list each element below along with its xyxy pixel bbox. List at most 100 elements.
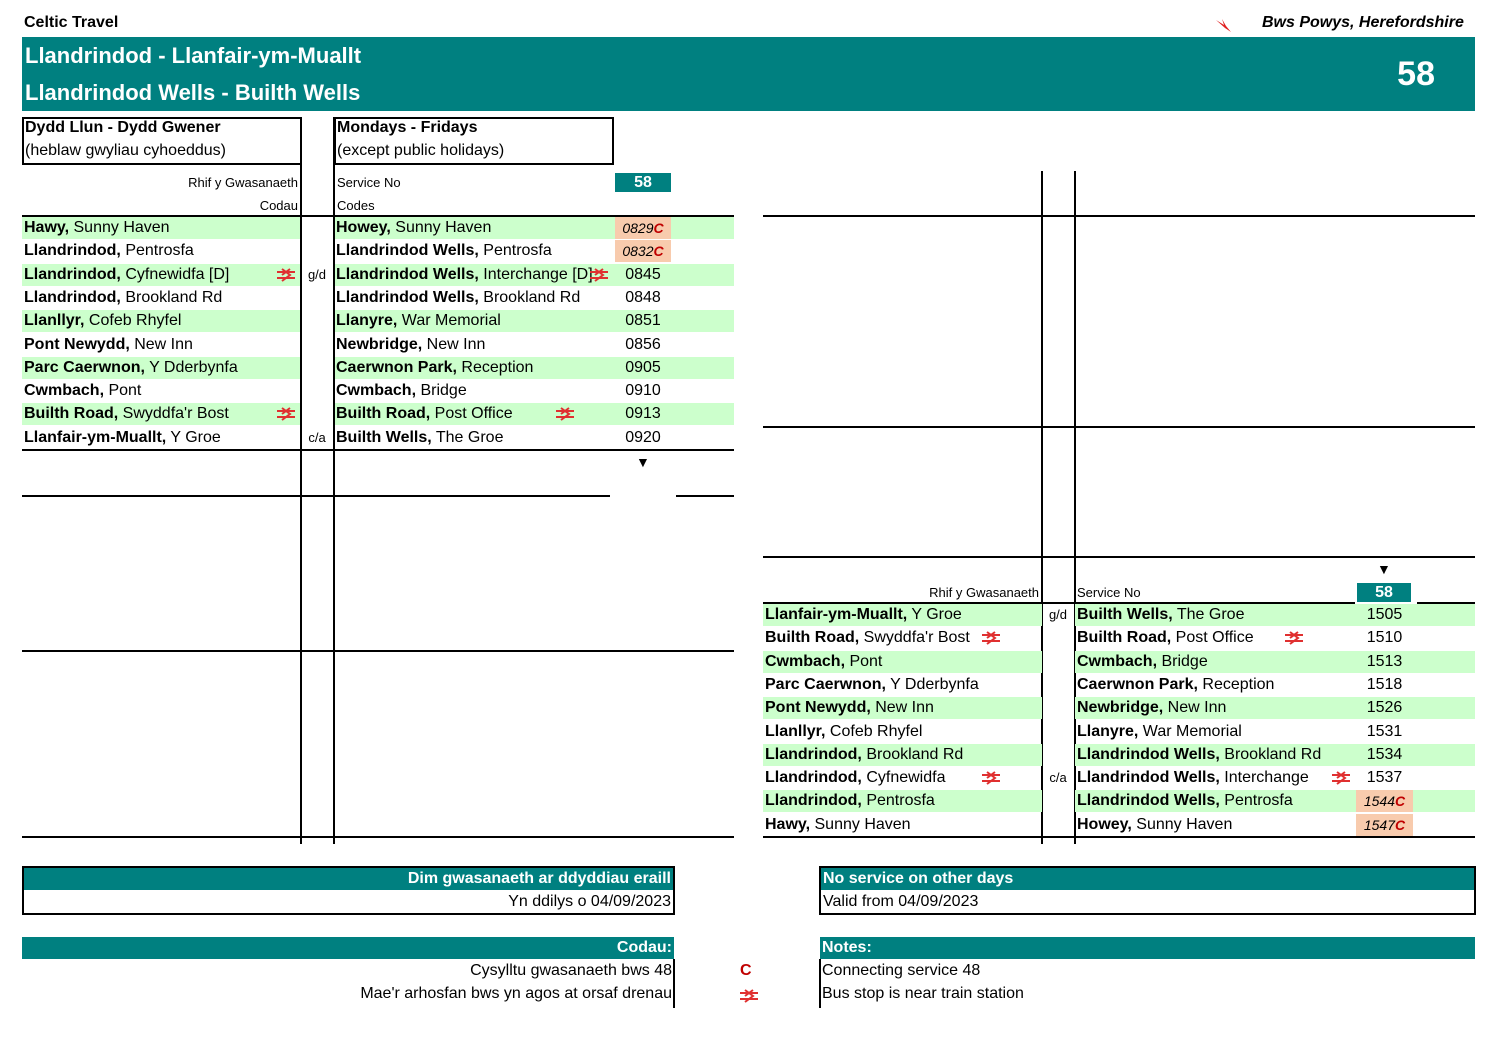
footer-divider-english: [819, 959, 821, 1008]
stop-welsh-place: Sunny Haven: [69, 219, 170, 236]
stop-english-town: Caerwnon Park,: [336, 358, 457, 376]
stop-welsh: Parc Caerwnon, Y Dderbynfa: [24, 357, 299, 379]
stop-welsh-place: Brookland Rd: [120, 288, 223, 306]
right-rule-1: [763, 215, 1475, 217]
row-shade-welsh: [22, 310, 301, 333]
stop-welsh: Builth Road, Swyddfa'r Bost: [765, 627, 1040, 649]
region-name: Bws Powys, Herefordshire: [1262, 14, 1464, 31]
stop-code: c/a: [308, 429, 326, 445]
departure-time: 1526: [1366, 699, 1403, 717]
left-rule-2: [22, 650, 734, 652]
outbound-top-rule: [22, 215, 734, 217]
stop-english-place: Pentrosfa: [1219, 792, 1293, 810]
stop-english: Howey, Sunny Haven: [1077, 814, 1473, 836]
inbound-top-rule-b: [1417, 602, 1475, 604]
stop-welsh: Pont Newydd, New Inn: [765, 697, 1040, 719]
row-shade-english: [1075, 604, 1475, 626]
stop-welsh-town: Llandrindod,: [24, 265, 121, 283]
title-banner: Llandrindod - Llanfair-ym-Muallt Llandri…: [22, 37, 1475, 111]
stop-welsh: Llanfair-ym-Muallt, Y Groe: [24, 427, 299, 449]
stop-welsh: Llandrindod, Brookland Rd: [765, 744, 1040, 766]
stop-code: g/d: [307, 266, 327, 282]
title-english: Llandrindod Wells - Builth Wells: [25, 80, 361, 105]
stop-welsh-place: Cofeb Rhyfel: [84, 312, 182, 330]
stop-welsh-town: Builth Road,: [765, 629, 860, 647]
stop-english: Llandrindod Wells, Interchange: [1077, 767, 1473, 789]
stop-english: Caerwnon Park, Reception: [1077, 674, 1473, 696]
stop-welsh: Builth Road, Swyddfa'r Bost: [24, 403, 299, 425]
stop-english-place: Brookland Rd: [1219, 745, 1322, 763]
row-shade-welsh: [22, 217, 301, 239]
stop-english-place: Reception: [456, 358, 534, 376]
inbound-service-no-label-welsh: Rhif y Gwasanaeth: [929, 585, 1039, 600]
left-divider-a: [300, 117, 302, 844]
departure-time-value: 0829: [622, 220, 654, 236]
stop-welsh-town: Llandrindod,: [765, 792, 862, 810]
code-rail-english: Bus stop is near train station: [822, 985, 1024, 1002]
stop-welsh-town: Cwmbach,: [765, 652, 846, 670]
stop-english-place: Bridge: [1157, 652, 1208, 670]
stop-english-town: Llandrindod Wells,: [336, 242, 479, 260]
departure-time: 1513: [1366, 652, 1403, 670]
stop-english-place: Sunny Haven: [1131, 815, 1233, 833]
stop-welsh-town: Hawy,: [765, 815, 811, 833]
stop-welsh-place: Y Dderbynfa: [144, 358, 238, 376]
stop-welsh-town: Llanfair-ym-Muallt,: [24, 428, 167, 446]
stop-welsh-town: Llanllyr,: [765, 722, 826, 740]
left-rule-1b: [676, 495, 734, 497]
stop-english-place: New Inn: [1163, 699, 1227, 717]
stop-english: Builth Wells, The Groe: [1077, 604, 1473, 626]
validity-box-english: No service on other days Valid from 04/0…: [819, 866, 1476, 915]
national-rail-icon: [740, 989, 758, 1003]
stop-english: Llandrindod Wells, Brookland Rd: [1077, 744, 1473, 766]
stop-welsh-town: Pont Newydd,: [765, 699, 871, 717]
right-divider-b: [1074, 171, 1076, 844]
departure-time: 0913: [625, 405, 661, 423]
stop-welsh: Cwmbach, Pont: [765, 651, 1040, 673]
departure-time: 1518: [1366, 675, 1403, 693]
service-no-label-english: Service No: [337, 175, 401, 190]
departure-time: 0848: [625, 288, 661, 306]
row-shade-english: [1075, 743, 1475, 766]
inbound-service-no-label-english: Service No: [1077, 585, 1141, 600]
stop-english-town: Caerwnon Park,: [1077, 675, 1198, 693]
stop-english: Newbridge, New Inn: [336, 334, 732, 356]
stop-welsh: Llanllyr, Cofeb Rhyfel: [765, 721, 1040, 743]
departure-time: 0845: [625, 265, 661, 283]
stop-welsh-place: Y Groe: [166, 428, 221, 446]
stop-english-place: Post Office: [1171, 629, 1254, 647]
days-box-welsh: Dydd Llun - Dydd Gwener (heblaw gwyliau …: [22, 117, 302, 165]
stop-english: Caerwnon Park, Reception: [336, 357, 732, 379]
right-divider-a: [1041, 171, 1043, 844]
departure-time: 0910: [625, 382, 661, 400]
stop-english-town: Newbridge,: [336, 335, 423, 353]
inbound-arrow: ▼: [1377, 561, 1391, 577]
national-rail-icon: [277, 267, 295, 282]
stop-welsh-town: Parc Caerwnon,: [24, 358, 145, 376]
stop-english-place: Post Office: [430, 405, 513, 423]
stop-english: Llanyre, War Memorial: [1077, 721, 1473, 743]
inbound-service-number-header: 58: [1357, 583, 1411, 602]
stop-english-town: Builth Road,: [1077, 629, 1172, 647]
left-divider-b: [333, 117, 335, 844]
departure-time: 1531: [1366, 722, 1403, 740]
left-rule-3: [22, 836, 734, 838]
stop-english-place: Bridge: [416, 382, 467, 400]
operator-name: Celtic Travel: [24, 14, 119, 31]
stop-english-place: War Memorial: [1138, 722, 1242, 740]
right-rule-2: [763, 426, 1475, 428]
left-rule-1: [22, 495, 610, 497]
stop-welsh-town: Llanfair-ym-Muallt,: [765, 606, 908, 623]
stop-welsh-place: Brookland Rd: [861, 745, 964, 763]
stop-english: Howey, Sunny Haven: [336, 217, 732, 239]
stop-welsh-place: Cyfnewidfa [D]: [120, 265, 230, 283]
red-kite-logo: [1216, 19, 1231, 32]
stop-english-place: Reception: [1197, 675, 1275, 693]
row-shade-english: [334, 310, 734, 333]
stop-english-town: Llanyre,: [1077, 722, 1139, 740]
stop-english-town: Cwmbach,: [336, 382, 417, 400]
stop-welsh-place: Pont: [104, 382, 142, 400]
row-shade-welsh: [763, 697, 1042, 720]
stop-english-town: Llandrindod Wells,: [336, 288, 479, 306]
row-shade-welsh: [763, 650, 1042, 673]
